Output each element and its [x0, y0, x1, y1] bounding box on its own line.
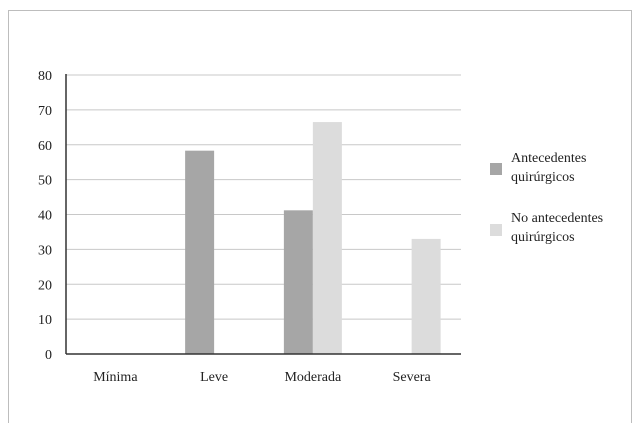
legend-swatch-0	[490, 163, 502, 175]
legend-label: quirúrgicos	[511, 230, 575, 245]
legend: Antecedentes quirúrgicos No antecedentes qu…	[490, 151, 603, 245]
bars	[185, 122, 441, 354]
y-tick-label: 80	[38, 69, 52, 84]
bar-no-antecedentes-3	[411, 238, 441, 354]
legend-swatch-1	[490, 224, 502, 236]
bar-antecedentes-1	[185, 150, 215, 354]
y-tick-label: 70	[38, 104, 52, 119]
y-tick-label: 10	[38, 313, 52, 328]
y-tick-label: 20	[38, 278, 52, 293]
legend-label: quirúrgicos	[511, 170, 575, 185]
category-labels: Mínima Leve Moderada Severa	[93, 370, 431, 385]
y-tick-label: 40	[38, 209, 52, 224]
bar-antecedentes-2	[283, 210, 313, 354]
axes	[65, 74, 461, 355]
category-label: Severa	[393, 370, 432, 385]
y-tick-label: 30	[38, 243, 52, 258]
bar-no-antecedentes-2	[312, 122, 342, 354]
y-tick-label: 60	[38, 139, 52, 154]
y-tick-labels: 0 10 20 30 40 50 60 70 80	[38, 69, 52, 363]
y-tick-label: 0	[45, 348, 52, 363]
y-tick-label: 50	[38, 174, 52, 189]
category-label: Leve	[200, 370, 228, 385]
legend-label: Antecedentes	[511, 151, 586, 166]
gridlines	[66, 74, 461, 320]
legend-label: No antecedentes	[511, 211, 603, 226]
category-label: Moderada	[284, 370, 342, 385]
category-label: Mínima	[93, 370, 138, 385]
